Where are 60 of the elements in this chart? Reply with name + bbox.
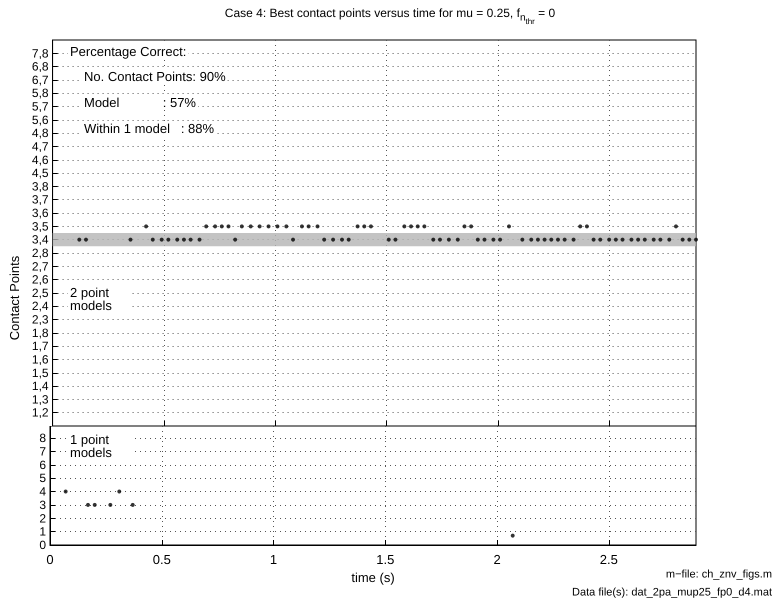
y-tick-label: 1: [39, 524, 46, 539]
y-tick-label: 3,6: [32, 206, 49, 220]
x-tick-label: 1.5: [376, 552, 394, 567]
y-tick-label: 1,8: [32, 326, 49, 340]
point: [108, 502, 112, 507]
y-tick-label: 6: [39, 458, 46, 472]
x-tick-label: 1: [270, 552, 278, 567]
y-tick-label: 7: [39, 444, 46, 458]
y-tick-label: 2,7: [32, 259, 49, 274]
y-tick-label: 1,3: [32, 392, 49, 406]
x-tick-label: 2: [493, 552, 501, 567]
y-tick-label: 3,8: [32, 179, 49, 194]
annotation: Percentage Correct:: [70, 44, 186, 59]
y-tick-label: 1,4: [32, 379, 49, 394]
y-tick-label: 8: [39, 431, 46, 446]
y-tick-label: 4,7: [32, 139, 49, 154]
y-tick-label: 0: [39, 538, 46, 552]
point: [117, 490, 122, 494]
y-tick-label: 4,5: [32, 166, 49, 180]
y-tick-label: 1,2: [32, 406, 49, 420]
y-tick-label: 2,6: [32, 272, 49, 287]
y-tick-label: 2,3: [32, 312, 49, 327]
y-tick-label: 5,7: [32, 100, 49, 114]
y-tick-label: 3,7: [32, 192, 49, 207]
chart-title: Case 4: Best contact points versus time for mu = 0.25, f$_{n}$$_{thr}$ = 0: [224, 6, 556, 26]
x-tick-label: 0.5: [152, 552, 171, 567]
annotation: Model : 57%: [84, 95, 196, 110]
y-tick-label: 1,7: [32, 339, 49, 354]
annotation: 1 point models: [70, 432, 113, 460]
y-tick-label: 5: [39, 471, 46, 486]
point: [64, 490, 68, 494]
point: [92, 502, 97, 507]
y-tick-label: 7,8: [32, 46, 49, 60]
y-tick-label: 2: [39, 511, 46, 526]
point: [86, 502, 90, 507]
y-tick-label: 3,5: [32, 219, 49, 234]
y-tick-label: 2,4: [32, 299, 49, 314]
y-tick-label: 4,8: [32, 126, 49, 140]
y-tick-label: 4: [39, 484, 46, 499]
text: m−file: ch_znv_figs.m: [666, 568, 772, 580]
annotation: No. Contact Points: 90%: [84, 69, 226, 84]
y-tick-label: 3: [39, 498, 46, 512]
y-tick-label: 5,6: [32, 112, 49, 127]
y-tick-label: 5,8: [32, 86, 49, 100]
y-tick-label: 6,7: [32, 72, 49, 87]
x-axis-title: time (s): [351, 570, 395, 585]
annotation: 2 point models: [70, 285, 113, 313]
y-tick-label: 2,5: [32, 286, 49, 300]
y-axis-title: Contact Points: [7, 255, 22, 340]
y-tick-label: 4,6: [32, 152, 49, 167]
text: Data file(s): dat_2pa_mup25_fp0_d4.mat: [572, 586, 772, 598]
y-tick-label: 3,4: [32, 232, 49, 247]
annotation: Within 1 model : 88%: [84, 121, 214, 136]
y-tick-label: 1,5: [32, 366, 49, 380]
point: [130, 502, 135, 507]
y-tick-label: 2,8: [32, 246, 49, 260]
x-tick-label: 2.5: [600, 552, 618, 567]
point: [510, 534, 515, 538]
y-tick-label: 1,6: [32, 352, 49, 366]
y-tick-label: 6,8: [32, 60, 49, 74]
